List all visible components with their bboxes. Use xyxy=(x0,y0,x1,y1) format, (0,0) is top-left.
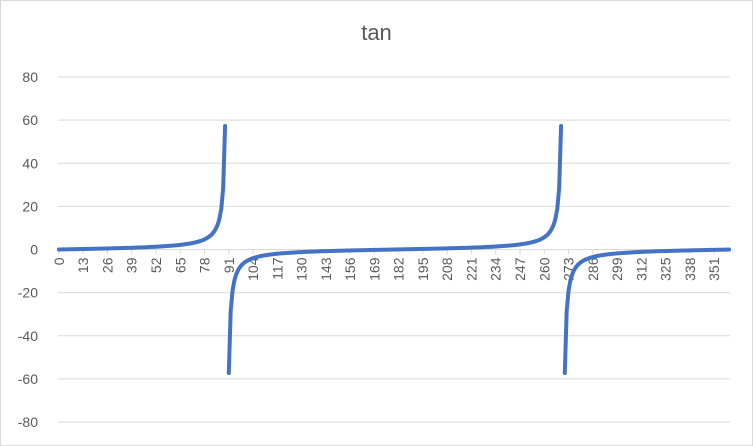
x-tick-label: 260 xyxy=(536,257,552,281)
x-tick-label: 234 xyxy=(488,257,504,281)
x-tick-label: 39 xyxy=(124,257,140,273)
x-tick-label: 221 xyxy=(463,257,479,281)
x-tick-label: 286 xyxy=(585,257,601,281)
y-tick-label: -40 xyxy=(18,328,38,344)
x-tick-label: 91 xyxy=(221,257,237,273)
x-tick-label: 156 xyxy=(342,257,358,281)
y-tick-label: 80 xyxy=(22,69,38,85)
x-tick-label: 104 xyxy=(245,257,261,281)
x-tick-label: 130 xyxy=(294,257,310,281)
x-tick-label: 65 xyxy=(172,257,188,273)
x-tick-label: 78 xyxy=(197,257,213,273)
x-tick-label: 143 xyxy=(318,257,334,281)
x-tick-label: 208 xyxy=(439,257,455,281)
chart-title: tan xyxy=(361,20,392,45)
y-tick-label: -60 xyxy=(18,371,38,387)
x-tick-label: 169 xyxy=(366,257,382,281)
y-tick-label: 0 xyxy=(30,242,38,258)
x-tick-label: 52 xyxy=(148,257,164,273)
series-line-segment xyxy=(562,247,732,376)
y-tick-label: 60 xyxy=(22,112,38,128)
x-tick-label: 247 xyxy=(512,257,528,281)
y-tick-label: 40 xyxy=(22,155,38,171)
y-tick-label: -20 xyxy=(18,285,38,301)
x-tick-label: 351 xyxy=(706,257,722,281)
x-tick-label: 195 xyxy=(415,257,431,281)
y-tick-label: -80 xyxy=(18,414,38,430)
series-line-segment xyxy=(226,123,564,376)
x-tick-label: 13 xyxy=(75,257,91,273)
x-tick-label: 312 xyxy=(633,257,649,281)
series-line-segment xyxy=(56,123,228,252)
y-tick-label: 20 xyxy=(22,198,38,214)
x-tick-label: 299 xyxy=(609,257,625,281)
x-tick-label: 117 xyxy=(269,257,285,280)
x-tick-label: 182 xyxy=(391,257,407,281)
x-tick-label: 325 xyxy=(658,257,674,281)
x-tick-label: 0 xyxy=(51,257,67,265)
x-tick-label: 338 xyxy=(682,257,698,281)
x-tick-label: 26 xyxy=(99,257,115,273)
